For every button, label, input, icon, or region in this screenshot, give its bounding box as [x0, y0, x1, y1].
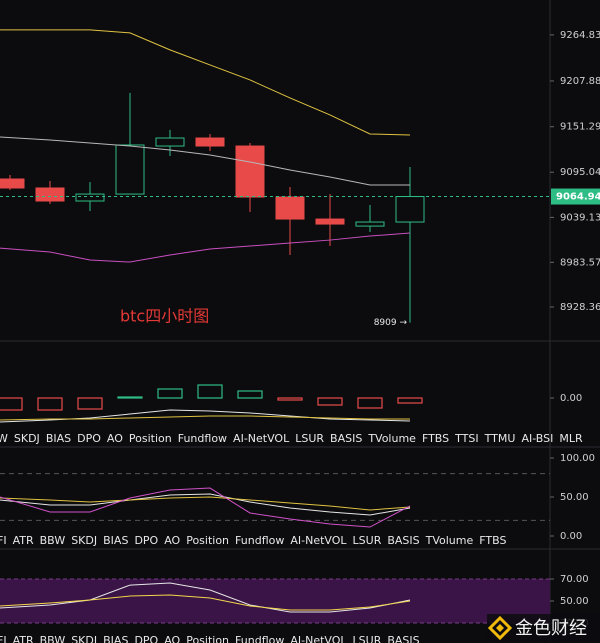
y-tick-label: 9151.29 — [560, 122, 600, 133]
indicator-tab[interactable]: DPO — [134, 634, 158, 643]
candle-body — [75, 193, 105, 202]
indicator-tab[interactable]: BBW — [40, 534, 66, 547]
indicator-tab[interactable]: BBW — [40, 634, 66, 643]
indicator-tab[interactable]: BASIS — [330, 432, 362, 445]
band — [0, 579, 550, 623]
indicator-tab[interactable]: AI-NetVOL — [290, 534, 347, 547]
y-tick-label: 9095.04 — [560, 167, 600, 178]
indicator-tab[interactable]: DPO — [77, 432, 101, 445]
series-line — [0, 415, 410, 421]
indicator-tab[interactable]: BIAS — [103, 634, 128, 643]
indicator-tab[interactable]: BASIS — [387, 534, 419, 547]
watermark-logo — [496, 624, 504, 632]
series-line — [0, 136, 410, 186]
indicator-tab[interactable]: AO — [164, 534, 180, 547]
annotation: btc四小时图 — [120, 307, 209, 326]
histogram-bar — [277, 397, 303, 401]
indicator-tab[interactable]: Position — [129, 432, 172, 445]
y-tick-label: 9039.13 — [560, 212, 600, 223]
indicator-tab[interactable]: AI-NetVOL — [233, 432, 290, 445]
candle-body — [0, 178, 25, 189]
series-line — [0, 232, 411, 263]
indicator-tab[interactable]: AI-BSI — [521, 432, 553, 445]
histogram-bar — [357, 397, 383, 409]
indicator-tab[interactable]: LSUR — [353, 634, 382, 643]
candle-body — [195, 137, 225, 147]
indicator-tab[interactable]: AO — [107, 432, 123, 445]
indicator-tab[interactable]: Fundflow — [178, 432, 227, 445]
indicator-tab[interactable]: DPO — [134, 534, 158, 547]
watermark: 金色财经 — [487, 614, 600, 643]
indicator-tab[interactable]: Fundflow — [235, 534, 284, 547]
low-label: 8909 → — [374, 318, 408, 328]
series-line — [0, 493, 411, 516]
series-line — [0, 487, 411, 528]
y-tick-label: 50.00 — [560, 492, 589, 503]
histogram-bar — [397, 397, 423, 404]
series-line — [0, 582, 411, 613]
indicator-tab[interactable]: ATR — [13, 634, 34, 643]
histogram-bar — [237, 390, 263, 399]
y-tick-label: 100.00 — [560, 453, 595, 464]
candle-body — [155, 137, 185, 147]
y-tick-label: 9264.83 — [560, 30, 600, 41]
last-price-label: 9064.94 — [556, 192, 600, 203]
indicator-tab[interactable]: Position — [186, 534, 229, 547]
histogram-bar — [197, 384, 223, 399]
y-tick-label: 8983.57 — [560, 257, 600, 268]
indicator-tab[interactable]: TVolume — [425, 534, 474, 547]
histogram-bar — [117, 396, 143, 399]
indicator-tab[interactable]: FTBS — [422, 432, 449, 445]
indicator-tab[interactable]: TVolume — [367, 432, 416, 445]
watermark-logo — [487, 615, 513, 641]
indicator-tab[interactable]: TTSI — [454, 432, 478, 445]
indicator-tab[interactable]: Fundflow — [235, 634, 284, 643]
indicator-tab[interactable]: W — [0, 432, 8, 445]
series-line — [0, 29, 411, 136]
histogram-bar — [157, 388, 183, 399]
y-tick-label: 0.00 — [560, 531, 582, 542]
indicator-tab[interactable]: MLR — [559, 432, 583, 445]
histogram-bar — [317, 397, 343, 406]
indicator-tab[interactable]: FI — [0, 534, 7, 547]
indicator-tab[interactable]: SKDJ — [14, 432, 40, 445]
watermark-bg — [487, 614, 600, 643]
y-tick-label: 8928.36 — [560, 302, 600, 313]
candle-body — [355, 221, 385, 227]
histogram-bar — [0, 397, 23, 411]
y-tick-label: 50.00 — [560, 596, 589, 607]
indicator-tab[interactable]: BASIS — [387, 634, 419, 643]
histogram-bar — [37, 397, 63, 411]
indicator-tab[interactable]: LSUR — [353, 534, 382, 547]
indicator-tab[interactable]: BIAS — [46, 432, 71, 445]
indicator-tab[interactable]: AO — [164, 634, 180, 643]
histogram-bar — [77, 397, 103, 410]
series-line — [0, 496, 411, 511]
indicator-tab[interactable]: ATR — [13, 534, 34, 547]
candle-body — [275, 196, 305, 220]
y-tick-label: 0.00 — [560, 393, 582, 404]
indicator-tab[interactable]: AI-NetVOL — [290, 634, 347, 643]
indicator-tab[interactable]: Position — [186, 634, 229, 643]
indicator-tab[interactable]: SKDJ — [71, 534, 97, 547]
last-price-box — [551, 188, 600, 205]
indicator-tab[interactable]: FTBS — [479, 534, 506, 547]
plot-layer: 8928.36 8983.57 9039.13 9095.04 9151.29 9207.… — [0, 29, 600, 643]
candle-body — [395, 196, 425, 223]
indicator-tab[interactable]: LSUR — [295, 432, 324, 445]
candle-body — [35, 187, 65, 202]
indicator-tab[interactable]: SKDJ — [71, 634, 97, 643]
indicator-tab[interactable]: TTMU — [484, 432, 516, 445]
series-line — [0, 594, 411, 611]
indicator-tab[interactable]: FI — [0, 634, 7, 643]
candle-body — [115, 144, 145, 195]
candle-body — [235, 145, 265, 198]
watermark-text: 金色财经 — [515, 618, 587, 639]
indicator-tab[interactable]: BIAS — [103, 534, 128, 547]
y-tick-label: 70.00 — [560, 574, 589, 585]
y-tick-label: 9207.88 — [560, 76, 600, 87]
candle-body — [315, 218, 345, 225]
